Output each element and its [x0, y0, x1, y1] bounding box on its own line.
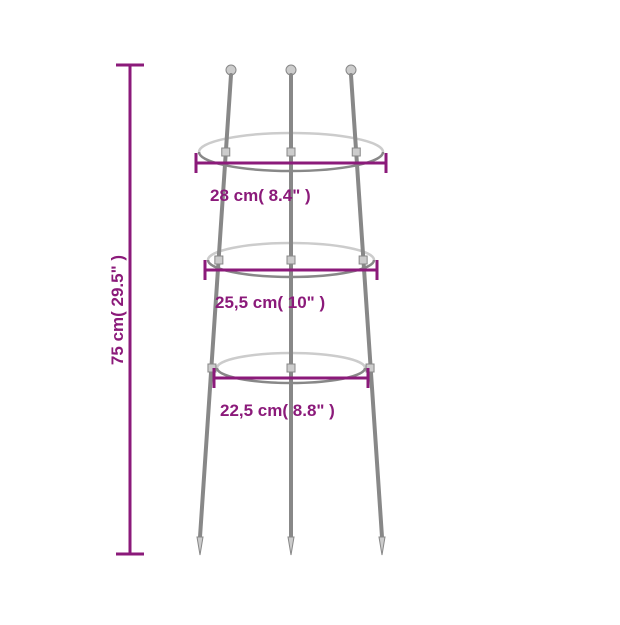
ring2-label: 25,5 cm( 10" ) — [215, 293, 325, 313]
diagram-container: 75 cm( 29.5" ) 28 cm( 8.4" ) 25,5 cm( 10… — [0, 0, 620, 620]
height-label: 75 cm( 29.5" ) — [108, 240, 128, 380]
ring3-label: 22,5 cm( 8.8" ) — [220, 401, 335, 421]
ring1-label: 28 cm( 8.4" ) — [210, 186, 311, 206]
